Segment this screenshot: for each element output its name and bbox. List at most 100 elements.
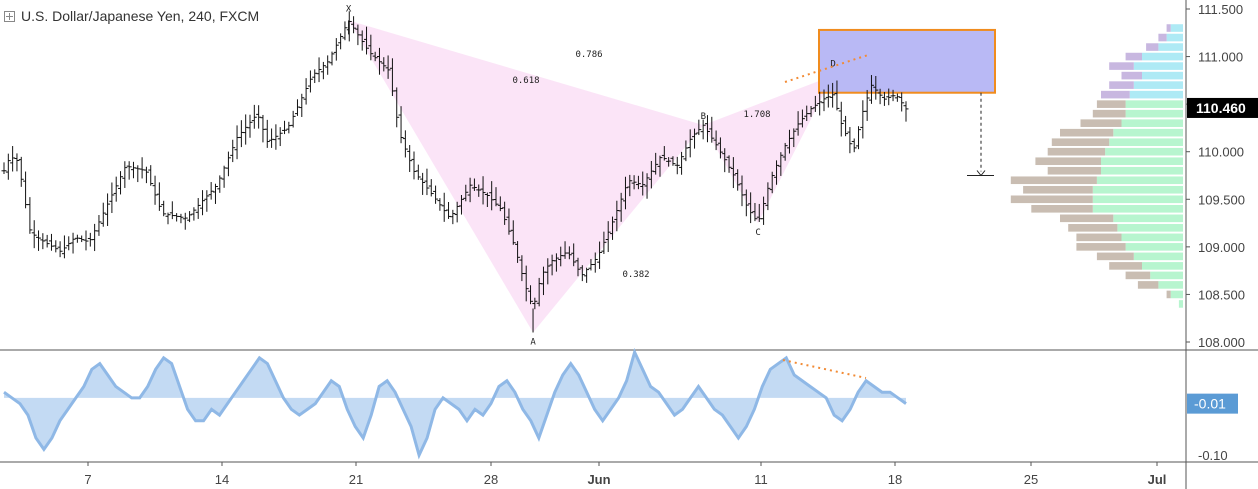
volume-profile-bar (1146, 43, 1159, 51)
ohlc-bar (830, 82, 836, 108)
volume-profile-bar (1080, 119, 1122, 127)
volume-profile-bar (1047, 166, 1101, 175)
ohlc-bar (5, 153, 11, 180)
ohlc-bar (834, 80, 840, 111)
volume-profile-bar (1142, 262, 1183, 270)
ohlc-bar (894, 93, 900, 102)
volume-profile-bar (1137, 281, 1159, 289)
volume-profile-bar (1092, 205, 1183, 213)
volume-profile-bar (1158, 43, 1183, 51)
ohlc-bar (713, 130, 719, 151)
volume-profile-bar (1109, 62, 1134, 70)
ohlc-bar (843, 115, 849, 137)
ohlc-bar (359, 30, 365, 51)
ratio-label: 1.708 (743, 110, 770, 120)
ohlc-bar (808, 105, 814, 117)
divergence-line-price (784, 54, 869, 83)
ohlc-bar (743, 189, 749, 217)
ohlc-bar (152, 175, 158, 205)
time-axis-label: 28 (484, 472, 498, 487)
ohlc-bar (346, 11, 352, 42)
volume-profile-bar (1096, 100, 1126, 108)
current-price-tag (1187, 97, 1258, 118)
ohlc-bar (528, 285, 534, 305)
time-axis-label: 25 (1024, 472, 1038, 487)
volume-profile-bar (1023, 185, 1093, 194)
price-axis-label: 109.000 (1198, 240, 1245, 255)
ohlc-bar (303, 78, 309, 105)
ohlc-bar (208, 182, 214, 200)
ohlc-bar (433, 185, 439, 204)
ohlc-bar (821, 89, 827, 112)
ohlc-bar (717, 137, 723, 159)
ohlc-bar (722, 148, 728, 173)
oscillator-area (4, 352, 906, 456)
pattern-point-label-d: D (830, 60, 835, 70)
ohlc-bar (825, 84, 831, 108)
expand-icon[interactable] (4, 10, 15, 22)
volume-profile-bar (1051, 138, 1110, 146)
ohlc-bar (497, 196, 503, 212)
volume-profile-bar (1047, 147, 1106, 156)
ohlc-bar (333, 38, 339, 61)
ohlc-bar (877, 88, 883, 105)
ohlc-bar (221, 165, 227, 188)
ohlc-bar (260, 114, 266, 143)
chart-title-bar: U.S. Dollar/Japanese Yen, 240, FXCM (4, 8, 259, 24)
ohlc-bar (286, 121, 292, 134)
divergence-line-oscillator (782, 359, 867, 379)
ohlc-bar (903, 101, 909, 122)
ohlc-bar (148, 165, 154, 186)
ohlc-bar (726, 155, 732, 173)
ohlc-bar (169, 201, 175, 220)
ohlc-bar (376, 47, 382, 75)
volume-profile-bar (1125, 100, 1183, 108)
ohlc-bar (730, 157, 736, 189)
ohlc-bar (282, 120, 288, 135)
ohlc-bar (225, 151, 231, 177)
ohlc-bar (243, 114, 249, 145)
ohlc-bar (372, 51, 378, 62)
ohlc-bar (256, 105, 262, 129)
ohlc-bar (709, 116, 715, 143)
ohlc-bar (234, 125, 240, 160)
ohlc-bar (342, 21, 348, 41)
ohlc-bar (493, 187, 499, 207)
volume-profile-bar (1092, 185, 1183, 194)
oscillator-value-label: -0.01 (1194, 396, 1226, 412)
ohlc-bar (18, 156, 24, 187)
ohlc-bar (605, 221, 611, 253)
ohlc-bar (269, 128, 275, 148)
ohlc-bar (886, 88, 892, 106)
ohlc-bar (174, 213, 180, 222)
volume-profile-bar (1133, 62, 1183, 70)
ohlc-bar (579, 265, 585, 282)
ohlc-bar (687, 129, 693, 158)
volume-profile-bar (1121, 119, 1183, 127)
ohlc-bar (178, 213, 184, 224)
ohlc-bar (415, 164, 421, 180)
ohlc-bar (666, 157, 672, 167)
ohlc-bar (523, 265, 529, 302)
ohlc-bar (48, 233, 54, 251)
ohlc-bar (264, 119, 270, 148)
ohlc-bar (368, 34, 374, 61)
volume-profile-bar (1125, 52, 1142, 61)
ohlc-bar (696, 119, 702, 136)
ohlc-bar (139, 157, 145, 179)
ohlc-bar (735, 169, 741, 191)
oscillator-value-tag (1187, 393, 1238, 414)
pattern-bcd-fill (703, 75, 834, 224)
ohlc-bar (381, 57, 387, 72)
ohlc-bar (230, 139, 236, 163)
volume-profile-bar (1092, 195, 1183, 204)
volume-profile-bar (1166, 33, 1183, 42)
volume-profile-bar (1035, 157, 1101, 166)
ohlc-bar (635, 175, 641, 190)
time-axis-label: 7 (84, 472, 91, 487)
ohlc-bar (187, 211, 193, 223)
ohlc-bar (851, 138, 857, 153)
time-axis-label: 14 (215, 472, 229, 487)
ohlc-bar (463, 184, 469, 202)
